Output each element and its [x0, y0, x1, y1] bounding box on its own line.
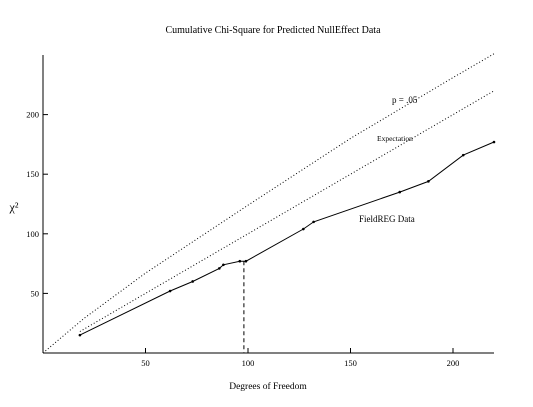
x-ticks: 50 100 150 200: [141, 348, 459, 368]
data-point: [191, 280, 194, 283]
series-line-fieldreg-data: [79, 141, 495, 336]
y-ticks: 50 100 150 200: [26, 110, 48, 298]
x-tick-label: 200: [447, 358, 460, 368]
x-tick-label: 150: [344, 358, 357, 368]
data-point: [302, 227, 305, 231]
x-axis-label: Degrees of Freedom: [229, 381, 307, 392]
series-layer: [42, 53, 496, 354]
x-tick-label: 50: [141, 358, 150, 368]
series-line-expectation: [79, 90, 495, 332]
plot-frame: [42, 55, 494, 354]
y-axis-label: χ²: [9, 200, 19, 214]
x-tick-label: 100: [242, 358, 255, 368]
data-point: [461, 153, 465, 157]
y-tick-label: 100: [26, 229, 39, 239]
expectation-annotation: Expectation: [377, 134, 413, 143]
y-tick-label: 200: [26, 110, 39, 120]
fieldreg-annotation: FieldREG Data: [359, 214, 415, 224]
data-point: [427, 180, 430, 183]
data-point: [218, 267, 221, 270]
data-point: [492, 140, 496, 144]
data-point: [78, 333, 82, 337]
data-point: [238, 259, 242, 263]
y-tick-label: 50: [31, 288, 40, 298]
data-point: [168, 289, 172, 293]
chart-title: Cumulative Chi-Square for Predicted Null…: [165, 25, 381, 36]
p05-annotation: p = .05: [392, 95, 418, 105]
y-tick-label: 150: [26, 169, 39, 179]
series-line-p-05: [42, 53, 495, 354]
data-point: [222, 263, 225, 267]
data-point: [398, 190, 402, 194]
data-point: [312, 220, 315, 224]
data-point: [244, 259, 248, 263]
